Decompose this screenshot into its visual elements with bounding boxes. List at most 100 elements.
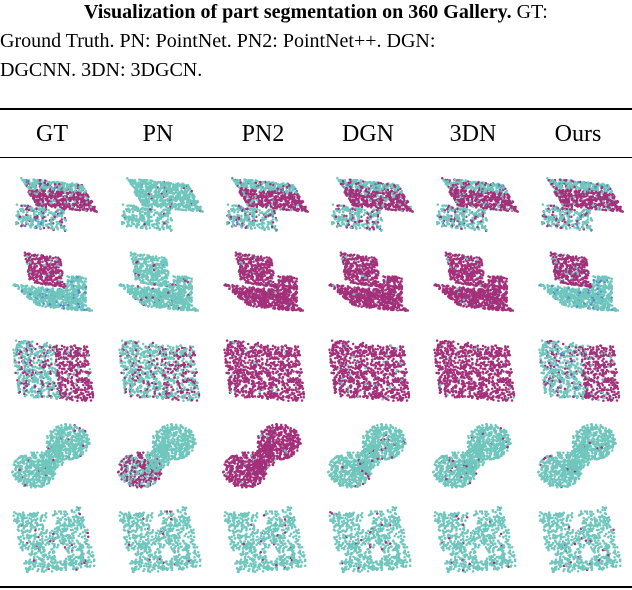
point: [65, 195, 69, 198]
point: [68, 186, 71, 189]
point: [488, 197, 492, 201]
point: [341, 210, 345, 214]
point: [154, 211, 157, 215]
point: [166, 218, 170, 221]
point: [362, 213, 366, 217]
point: [155, 226, 159, 230]
point: [39, 207, 43, 211]
point: [76, 193, 80, 197]
point: [47, 186, 50, 189]
point: [364, 189, 368, 193]
point: [479, 186, 483, 189]
point: [472, 203, 476, 206]
point: [260, 196, 264, 199]
point: [33, 178, 36, 182]
point: [485, 228, 488, 232]
point: [239, 191, 243, 194]
column-header-pn: PN: [108, 116, 208, 152]
point: [341, 213, 344, 217]
point: [368, 195, 371, 198]
point: [24, 183, 27, 186]
point: [177, 207, 180, 211]
point: [138, 198, 142, 201]
point: [401, 200, 405, 204]
point: [44, 210, 47, 214]
point: [272, 209, 276, 213]
point: [277, 192, 280, 196]
point: [162, 200, 165, 204]
point: [484, 201, 488, 204]
point: [448, 208, 452, 212]
point: [446, 213, 449, 217]
column-header-gt: GT: [2, 116, 102, 152]
point: [250, 182, 253, 186]
point: [28, 181, 31, 184]
point: [20, 204, 23, 207]
point: [48, 189, 52, 193]
point: [484, 205, 487, 208]
point: [246, 195, 249, 198]
point: [58, 213, 61, 217]
point: [16, 213, 20, 217]
point: [29, 194, 33, 197]
point: [54, 196, 57, 200]
point: [354, 178, 358, 182]
point: [150, 205, 154, 209]
point: [458, 192, 462, 196]
point: [458, 199, 461, 203]
point: [129, 224, 133, 228]
point: [179, 200, 183, 203]
point: [484, 218, 488, 221]
point: [75, 208, 79, 211]
point: [188, 203, 192, 206]
point: [23, 224, 27, 228]
point: [152, 195, 156, 199]
point: [360, 203, 364, 206]
point: [43, 194, 46, 198]
point: [122, 210, 126, 214]
point: [249, 178, 253, 182]
point: [495, 183, 499, 186]
point: [400, 189, 403, 193]
point: [298, 195, 301, 199]
point: [75, 199, 79, 203]
point: [19, 209, 23, 213]
point: [385, 199, 388, 203]
point: [281, 197, 284, 200]
point: [345, 194, 349, 197]
point: [281, 194, 284, 197]
point: [126, 220, 129, 223]
point: [364, 211, 367, 215]
point: [51, 191, 55, 195]
point: [267, 193, 271, 197]
point: [483, 197, 486, 201]
point: [238, 208, 242, 212]
point: [155, 219, 159, 223]
point: [459, 195, 462, 199]
point: [50, 212, 53, 215]
point: [274, 205, 277, 208]
point: [145, 207, 149, 211]
point: [300, 201, 303, 205]
point: [41, 204, 44, 207]
point: [475, 196, 478, 200]
point: [381, 204, 385, 207]
point: [276, 204, 280, 207]
point: [78, 208, 82, 212]
point: [445, 207, 449, 211]
point: [15, 221, 18, 224]
point: [69, 199, 72, 203]
point: [42, 226, 46, 230]
point: [262, 180, 265, 184]
point: [15, 203, 19, 206]
point: [387, 207, 390, 211]
point: [589, 205, 592, 208]
point: [27, 217, 30, 221]
point: [279, 207, 283, 210]
point: [482, 191, 485, 194]
point: [437, 210, 441, 214]
point: [259, 180, 262, 184]
point: [143, 192, 147, 196]
point: [78, 189, 81, 192]
point: [167, 209, 171, 213]
